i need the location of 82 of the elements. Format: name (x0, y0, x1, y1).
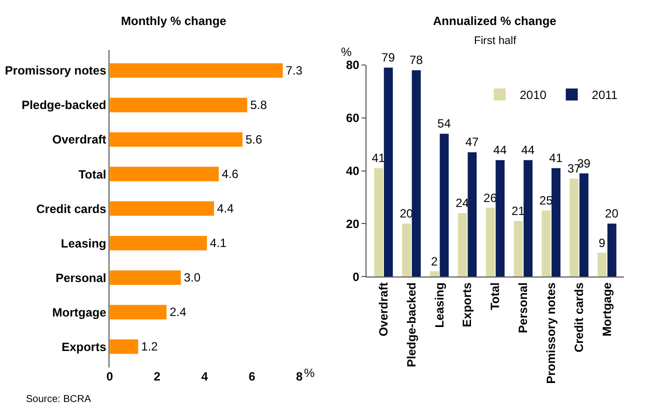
bar (579, 173, 588, 277)
data-label: 39 (577, 156, 591, 170)
data-label: 9 (598, 236, 606, 250)
data-label: 78 (409, 53, 424, 68)
bar (110, 166, 219, 182)
data-label: 5.6 (245, 132, 262, 147)
y-tick-label: 80 (346, 58, 360, 72)
y-axis-title: % (341, 45, 352, 59)
y-tick-label: 20 (346, 216, 360, 231)
data-label: 7.3 (286, 64, 303, 78)
y-tick-label: Personal (56, 270, 106, 285)
y-tick-label: Total (78, 167, 106, 182)
bar (524, 160, 533, 277)
data-label: 1.2 (141, 340, 158, 354)
bar (110, 132, 242, 147)
y-tick-label: Credit cards (36, 202, 107, 216)
chart-title: Annualized % change (433, 14, 557, 28)
bar (374, 168, 384, 277)
data-label: 2 (430, 254, 438, 268)
y-tick-label: 40 (346, 164, 360, 178)
bar (110, 339, 138, 354)
y-tick-label: Pledge-backed (22, 98, 106, 112)
data-label: 41 (372, 151, 386, 166)
data-label: 44 (521, 143, 535, 158)
x-tick-label: Credit cards (572, 282, 586, 352)
data-label: 5.8 (250, 98, 268, 112)
bar (542, 210, 551, 277)
bar (430, 271, 439, 277)
y-tick-label: 0 (352, 270, 360, 284)
data-label: 79 (382, 50, 396, 65)
bar (110, 304, 167, 320)
bar (570, 178, 579, 277)
y-tick-label: Exports (62, 340, 107, 354)
x-tick-label: 8 (296, 369, 304, 384)
bar (496, 160, 505, 277)
y-tick-label: Overdraft (52, 132, 106, 147)
bar (384, 68, 393, 277)
data-label: 24 (456, 196, 470, 210)
bar (402, 224, 411, 277)
data-label: 4.1 (210, 236, 227, 250)
y-tick-label: 60 (346, 111, 360, 126)
data-label: 54 (437, 116, 452, 131)
x-tick-label: Mortgage (600, 282, 614, 336)
y-tick-label: Promissory notes (4, 64, 107, 78)
data-label: 47 (465, 135, 480, 150)
data-label: 2.4 (170, 305, 187, 320)
data-label: 41 (549, 151, 563, 166)
bar (110, 63, 283, 78)
chart-subtitle: First half (474, 35, 518, 47)
bar (514, 221, 523, 277)
legend-label: 2010 (520, 88, 547, 102)
data-label: 20 (605, 206, 619, 221)
bar (598, 252, 607, 277)
legend-label: 2011 (592, 88, 618, 102)
chart-title: Monthly % change (121, 14, 227, 28)
bar (110, 270, 181, 285)
x-tick-label: 2 (154, 369, 161, 384)
bar (412, 70, 421, 277)
x-tick-label: 6 (248, 369, 256, 384)
bar (468, 152, 477, 277)
y-tick-label: Leasing (60, 236, 106, 250)
bar (110, 98, 248, 112)
bar (607, 224, 616, 277)
bar (110, 236, 207, 250)
x-tick-label: 4 (201, 369, 208, 384)
source-note: Source: BCRA (26, 394, 92, 405)
x-axis-title: % (304, 366, 315, 380)
data-label: 4.6 (222, 167, 239, 182)
data-label: 44 (493, 143, 507, 158)
x-tick-label: Exports (460, 282, 474, 328)
bar (110, 201, 214, 216)
bar (458, 213, 467, 277)
bar (486, 208, 495, 277)
bar (440, 134, 449, 277)
x-tick-label: Leasing (432, 282, 446, 328)
x-tick-label: Total (488, 282, 502, 310)
x-tick-label: Personal (516, 282, 530, 334)
x-tick-label: Promissory notes (544, 282, 558, 384)
data-label: 4.4 (217, 202, 234, 216)
bar (552, 168, 560, 277)
data-label: 3.0 (184, 270, 201, 285)
x-tick-label: Pledge-backed (404, 282, 418, 368)
